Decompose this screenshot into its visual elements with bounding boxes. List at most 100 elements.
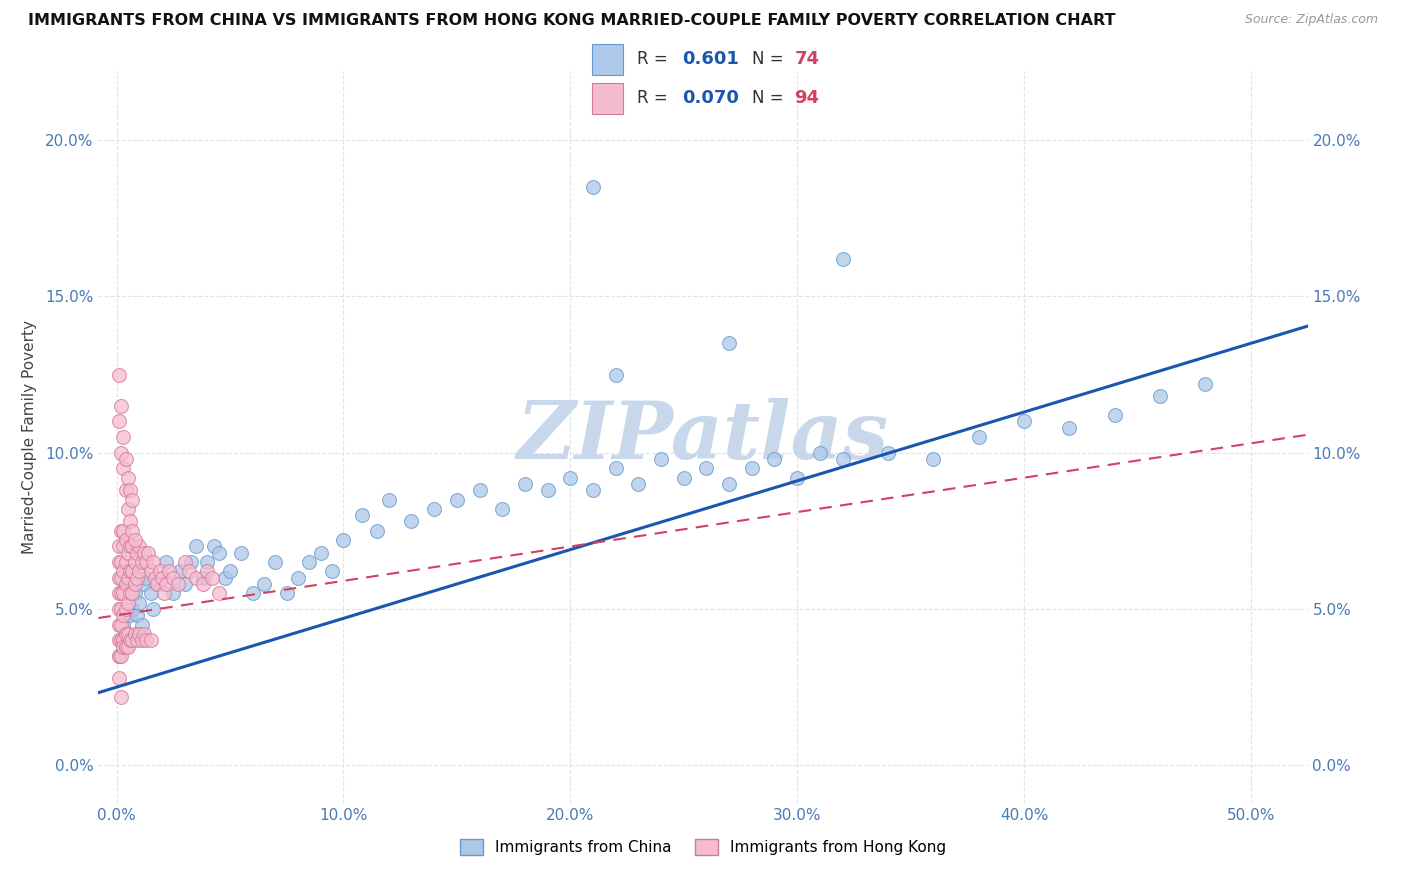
Point	[117, 596, 139, 610]
Point	[142, 555, 165, 569]
Point	[153, 586, 176, 600]
Point	[718, 477, 741, 491]
Point	[350, 508, 373, 523]
Point	[195, 555, 218, 569]
Point	[169, 565, 191, 579]
Point	[120, 565, 142, 579]
Text: 74: 74	[794, 50, 820, 68]
Point	[110, 602, 132, 616]
Point	[513, 477, 536, 491]
Point	[650, 452, 672, 467]
Point	[166, 577, 188, 591]
Point	[108, 368, 131, 382]
Point	[117, 640, 139, 654]
Text: N =: N =	[752, 88, 789, 106]
Point	[108, 414, 131, 428]
Point	[146, 577, 169, 591]
Point	[179, 565, 201, 579]
Point	[253, 577, 276, 591]
Point	[831, 452, 853, 467]
Point	[124, 577, 146, 591]
Point	[112, 617, 135, 632]
Text: R =: R =	[637, 88, 673, 106]
Point	[1104, 408, 1126, 422]
FancyBboxPatch shape	[592, 83, 623, 113]
Text: 0.070: 0.070	[682, 88, 738, 106]
Point	[276, 586, 298, 600]
Point	[125, 546, 148, 560]
Point	[264, 555, 287, 569]
Point	[114, 640, 136, 654]
Text: N =: N =	[752, 50, 789, 68]
Point	[146, 577, 169, 591]
Point	[112, 586, 135, 600]
Point	[695, 461, 717, 475]
Point	[112, 633, 135, 648]
Point	[108, 648, 131, 663]
Point	[112, 461, 135, 475]
Point	[922, 452, 945, 467]
Point	[131, 617, 153, 632]
Point	[114, 602, 136, 616]
Point	[121, 565, 143, 579]
Point	[132, 577, 155, 591]
Point	[114, 483, 136, 498]
Point	[108, 633, 131, 648]
Point	[121, 633, 143, 648]
Point	[112, 430, 135, 444]
Point	[139, 633, 162, 648]
Point	[114, 555, 136, 569]
Point	[121, 524, 143, 538]
Point	[128, 627, 150, 641]
Point	[155, 577, 177, 591]
Point	[191, 571, 214, 585]
Point	[582, 483, 605, 498]
Point	[114, 452, 136, 467]
Point	[124, 586, 146, 600]
Point	[786, 471, 808, 485]
Point	[763, 452, 786, 467]
Point	[131, 633, 153, 648]
Point	[131, 555, 153, 569]
Point	[672, 471, 695, 485]
Point	[143, 571, 166, 585]
Point	[110, 633, 132, 648]
Point	[124, 627, 146, 641]
Point	[309, 546, 332, 560]
Point	[110, 648, 132, 663]
Point	[120, 515, 142, 529]
Point	[132, 546, 155, 560]
Point	[120, 633, 142, 648]
Point	[184, 540, 207, 554]
Point	[142, 602, 165, 616]
Point	[108, 571, 131, 585]
Point	[332, 533, 354, 548]
FancyBboxPatch shape	[592, 44, 623, 75]
Point	[287, 571, 309, 585]
Point	[214, 571, 236, 585]
Point	[195, 565, 218, 579]
Point	[191, 577, 214, 591]
Point	[125, 633, 148, 648]
Point	[202, 540, 225, 554]
Point	[135, 571, 157, 585]
Point	[446, 492, 468, 507]
Point	[108, 555, 131, 569]
Point	[877, 446, 900, 460]
Point	[321, 565, 343, 579]
Point	[110, 690, 132, 704]
Point	[208, 586, 231, 600]
Point	[117, 571, 139, 585]
Point	[136, 546, 159, 560]
Point	[108, 648, 131, 663]
Point	[132, 627, 155, 641]
Point	[108, 617, 131, 632]
Point	[110, 586, 132, 600]
Point	[560, 471, 582, 485]
Point	[110, 617, 132, 632]
Point	[124, 533, 146, 548]
Point	[117, 546, 139, 560]
Point	[135, 555, 157, 569]
Point	[110, 446, 132, 460]
Point	[135, 633, 157, 648]
